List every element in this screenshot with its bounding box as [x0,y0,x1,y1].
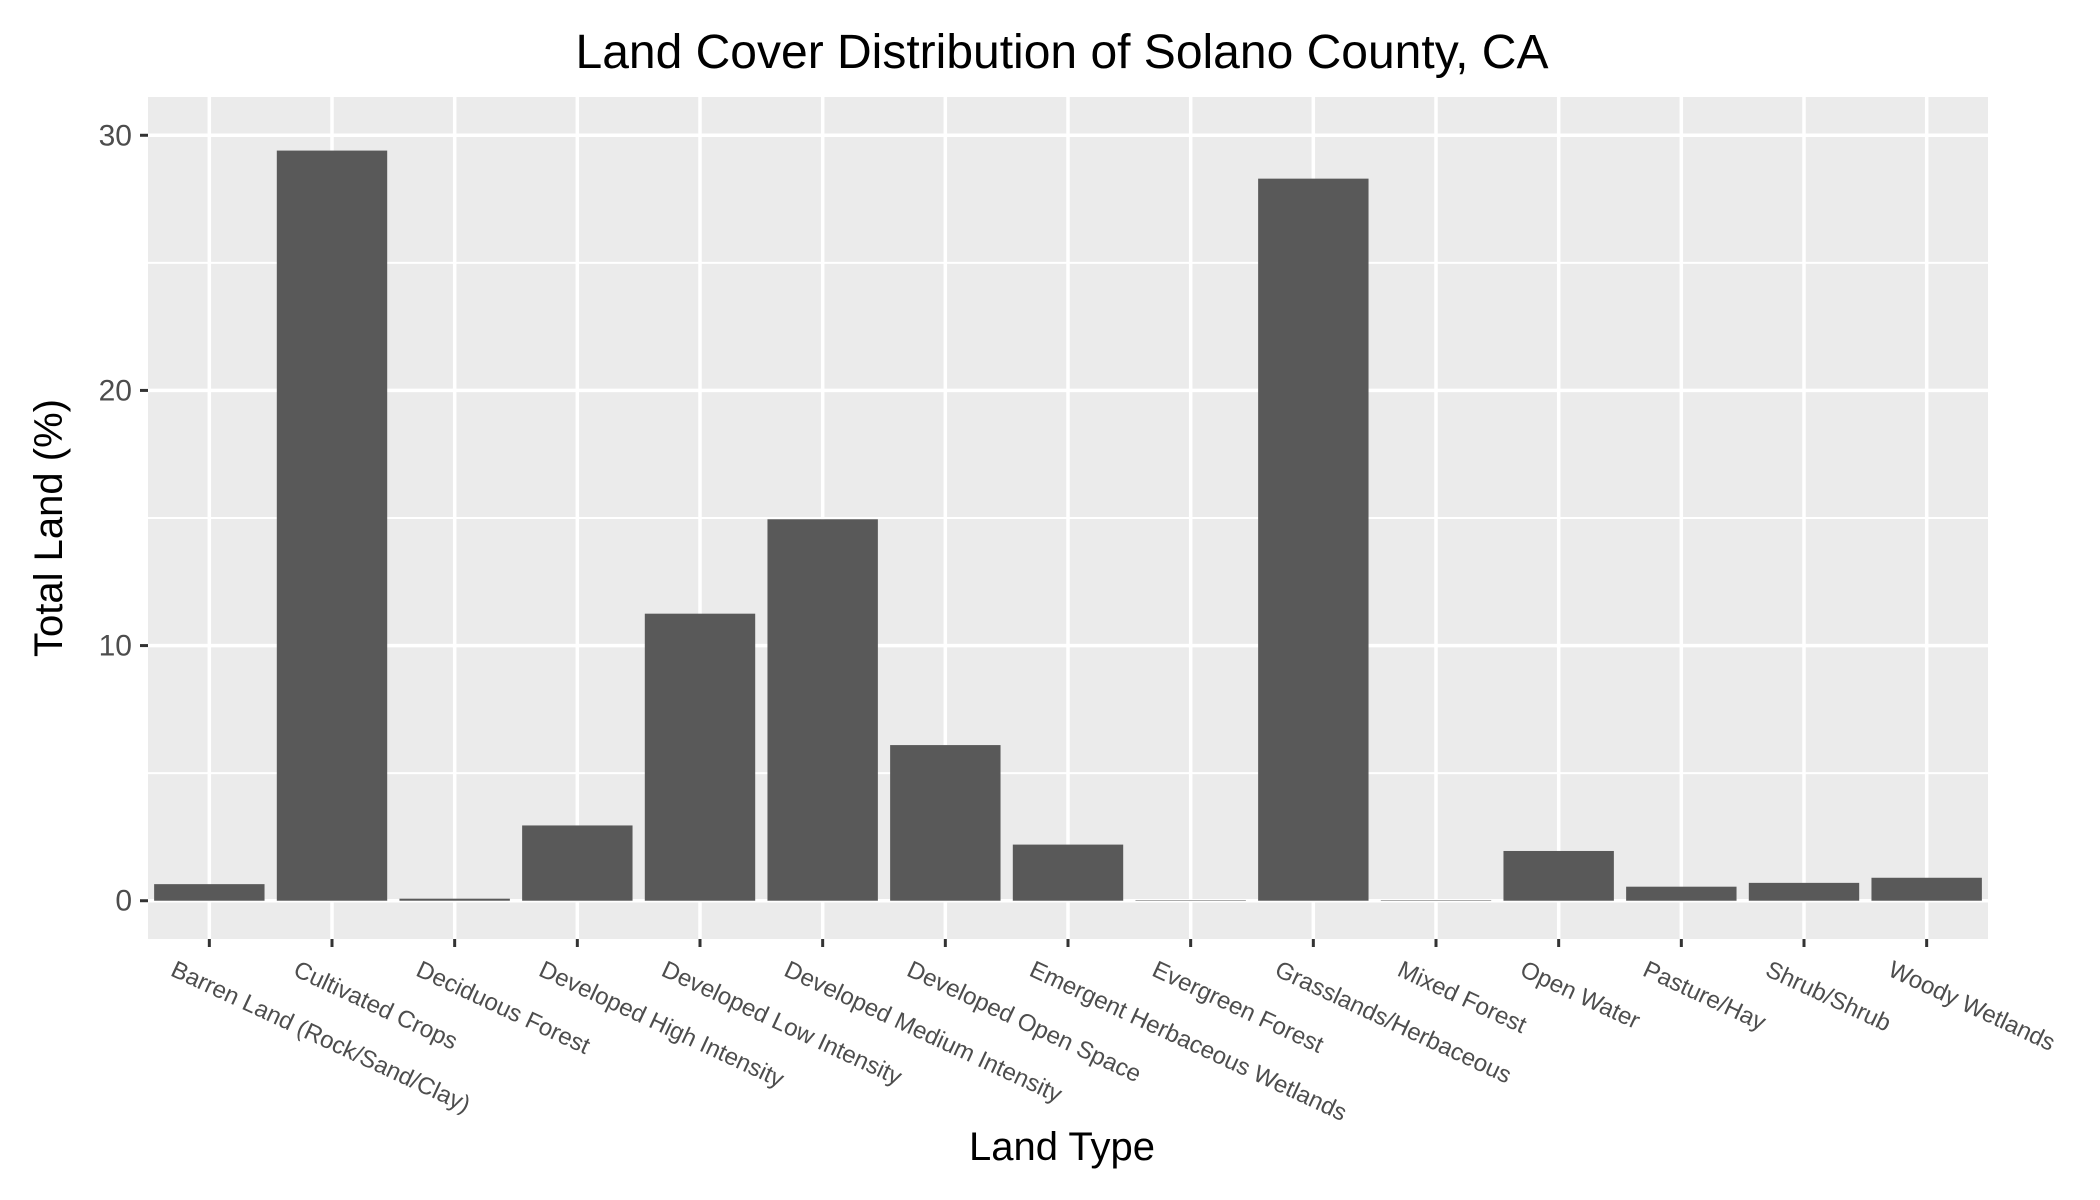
bar [1748,882,1860,901]
bar [276,150,388,901]
bar [1135,900,1246,901]
bar [644,613,756,901]
bar [399,898,510,901]
x-axis-title: Land Type [969,1125,1155,1169]
bar [1503,850,1614,901]
bar [522,825,633,901]
bar [1626,886,1737,901]
bar [1012,844,1124,901]
y-axis-title: Total Land (%) [27,399,71,657]
bar [1871,877,1982,901]
bars [154,150,1982,901]
bar [1258,178,1369,901]
bar [154,884,265,901]
y-tick-label: 20 [99,374,132,407]
bar [890,745,1001,901]
y-axis: 0 10 20 30 [99,119,148,918]
y-tick-label: 0 [115,885,132,918]
bar [1380,900,1492,901]
y-tick-label: 30 [99,119,132,152]
bar [767,519,878,901]
y-tick-label: 10 [99,630,132,663]
chart-title: Land Cover Distribution of Solano County… [576,26,1549,79]
